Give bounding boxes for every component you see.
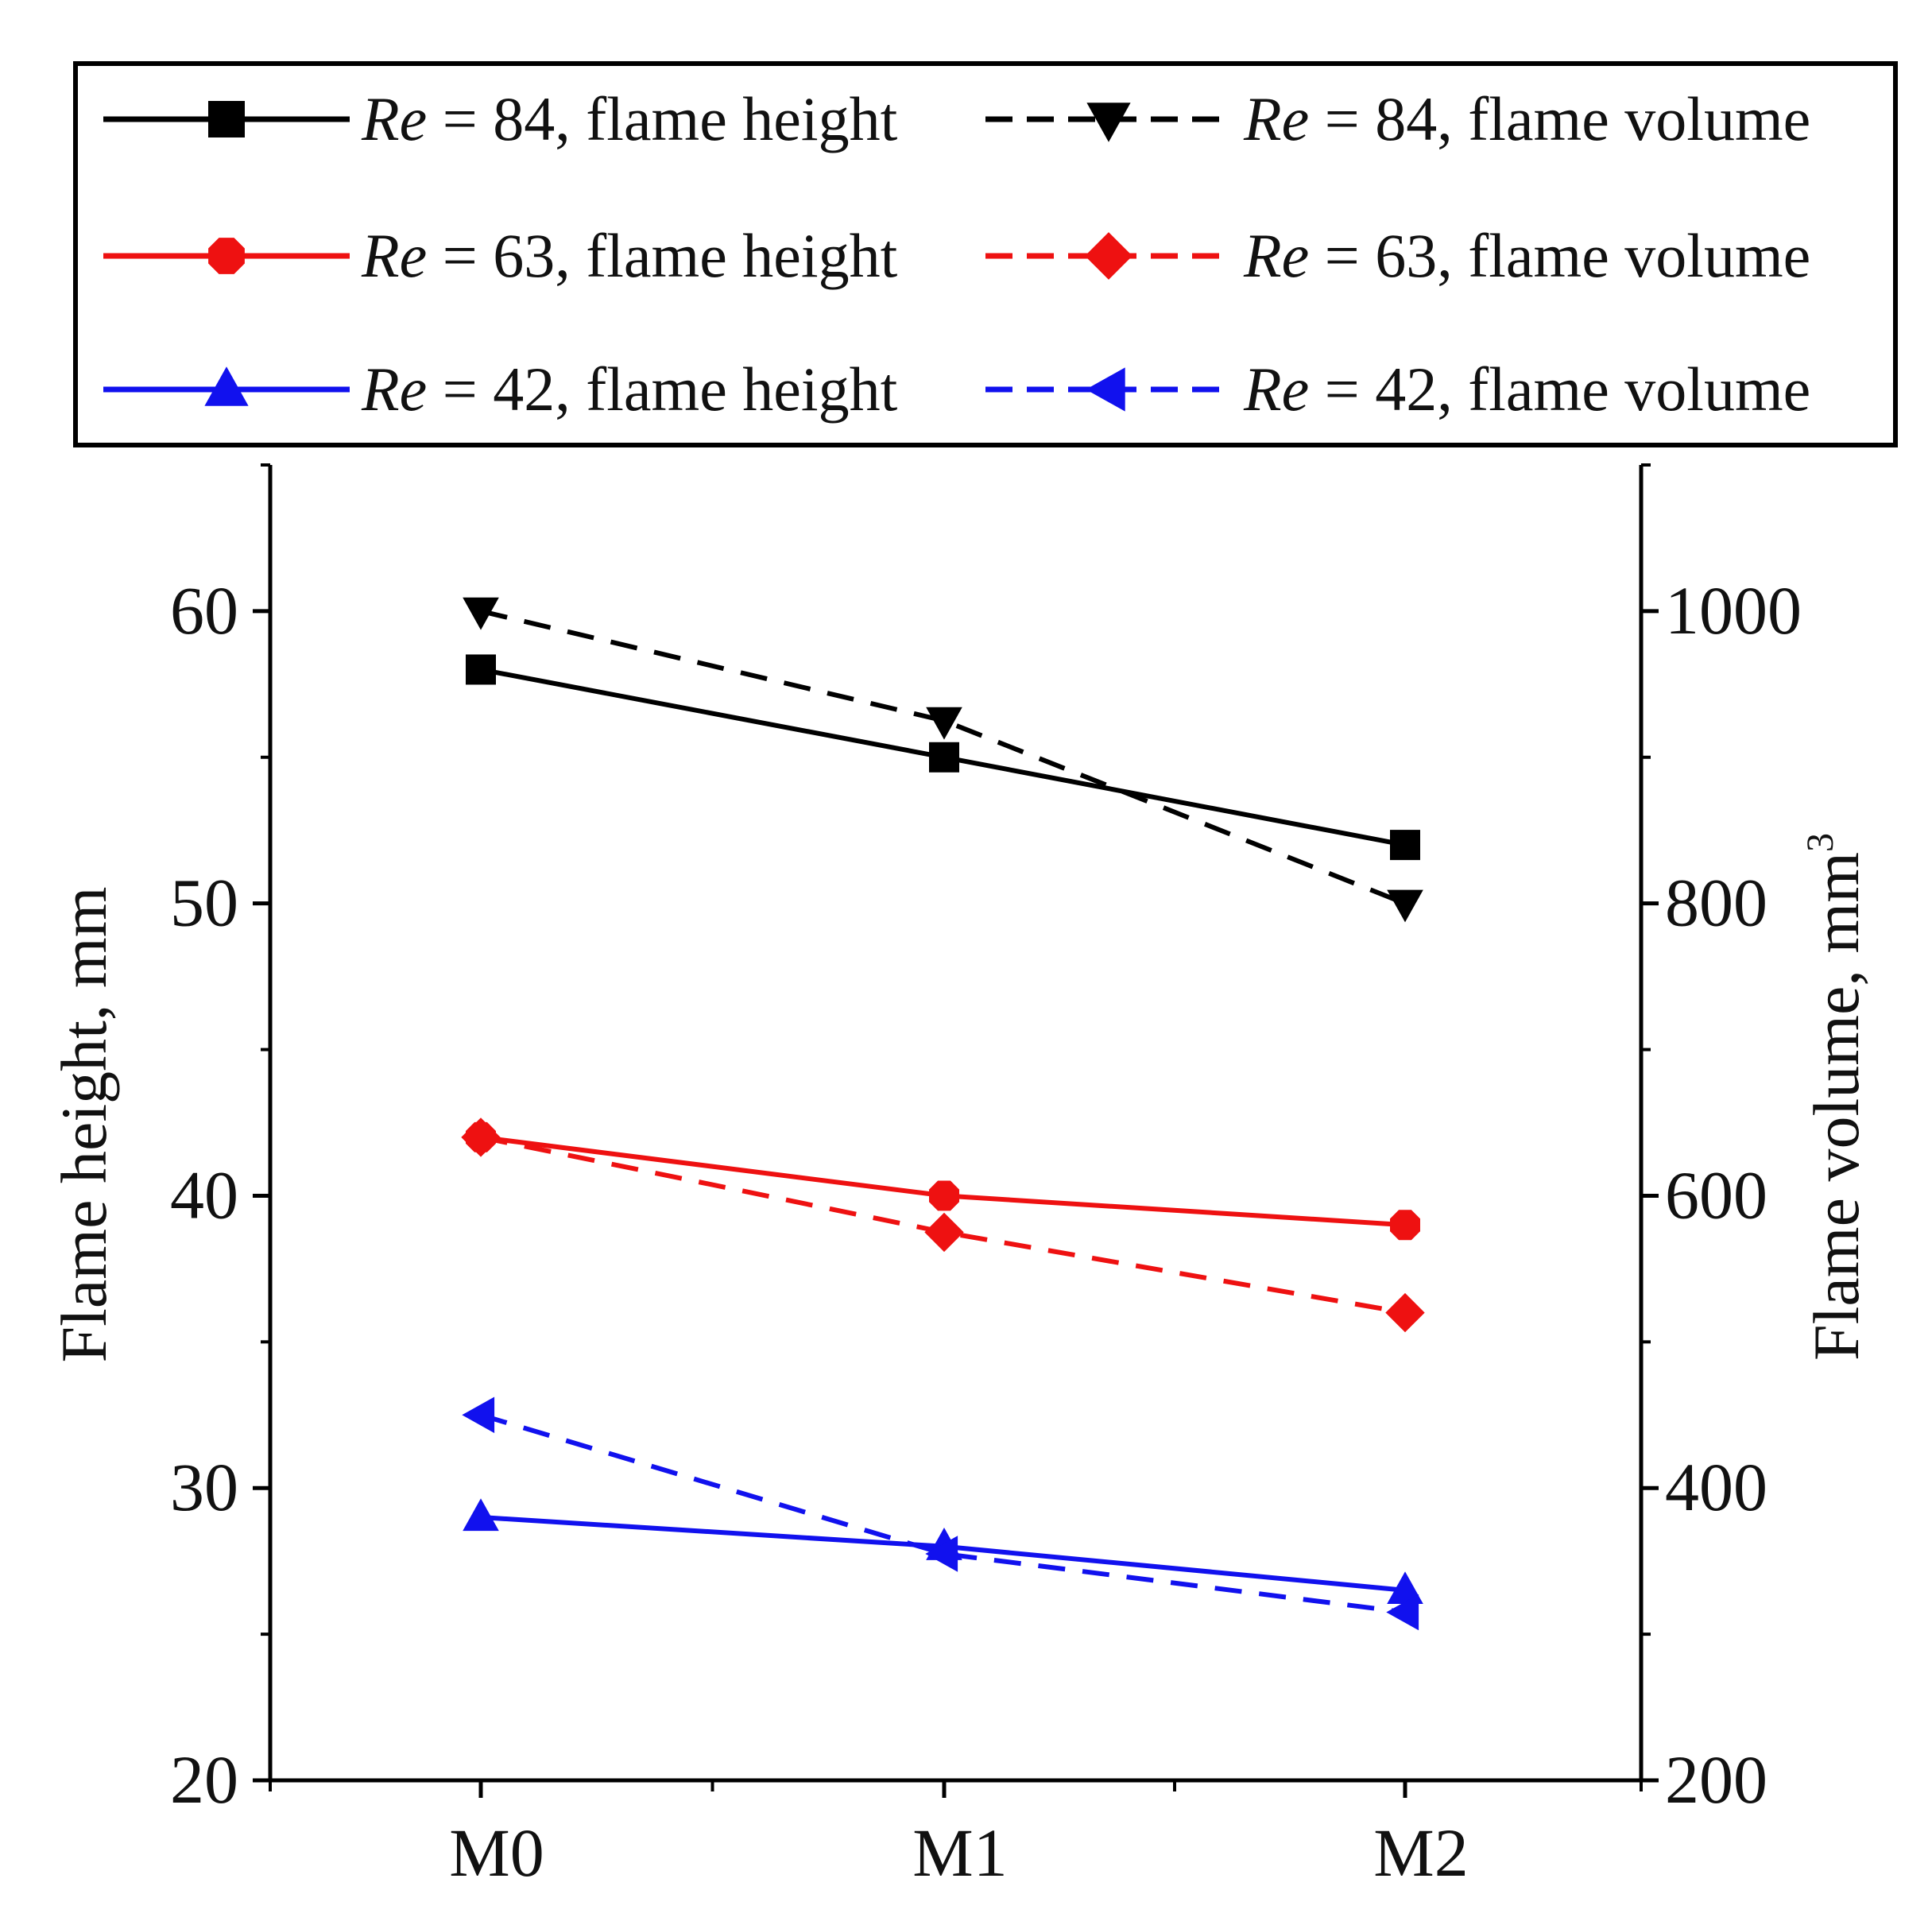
right-axis-title-main: Flame volume, mm [1800, 852, 1872, 1361]
series-2-point-M2 [1387, 889, 1423, 923]
series-2-point-M0 [463, 597, 499, 630]
series-3-point-M1 [929, 1180, 959, 1211]
legend-label-re-symbol: Re [1243, 84, 1309, 153]
legend-label-rest: = 42, flame height [427, 354, 897, 424]
legend-label-6: Re = 42, flame volume [1243, 354, 1810, 424]
legend-label-re-symbol: Re [361, 354, 427, 424]
legend-label-2: Re = 84, flame volume [1243, 84, 1810, 153]
legend-label-rest: = 84, flame volume [1309, 84, 1810, 153]
series-6-point-M2 [1386, 1594, 1419, 1631]
series-1-point-M0 [466, 654, 496, 685]
legend-marker-1 [208, 101, 245, 138]
legend-label-re-symbol: Re [361, 84, 427, 153]
series-4-point-M1 [924, 1212, 964, 1253]
right-axis-tick-label: 200 [1665, 1741, 1767, 1818]
legend-label-rest: = 63, flame volume [1309, 221, 1810, 290]
left-axis-title: Flame height, mm [48, 887, 120, 1363]
legend-label-5: Re = 42, flame height [361, 354, 898, 424]
left-axis-tick-label: 60 [170, 572, 238, 649]
series-1-point-M1 [929, 742, 959, 773]
left-axis-tick-label: 30 [170, 1449, 238, 1525]
legend-label-re-symbol: Re [361, 221, 427, 290]
legend: Re = 84, flame height Re = 84, flame volu… [73, 61, 1898, 447]
legend-marker-5 [204, 366, 249, 406]
legend-marker-6 [1086, 367, 1125, 412]
right-axis-tick-label: 800 [1665, 865, 1767, 941]
left-axis-tick-label: 50 [170, 865, 238, 941]
series-3-point-M2 [1390, 1210, 1420, 1241]
right-axis-tick-label: 600 [1665, 1156, 1767, 1233]
legend-marker-2 [1086, 103, 1131, 142]
series-5-point-M2 [1387, 1571, 1423, 1604]
right-axis-title: Flame volume, mm3 [1799, 833, 1872, 1361]
legend-marker-4 [1085, 232, 1132, 280]
legend-marker-3 [208, 238, 245, 274]
left-axis-tick-label: 20 [170, 1741, 238, 1818]
series-2-point-M1 [926, 707, 962, 740]
legend-label-4: Re = 63, flame volume [1243, 221, 1810, 290]
series-6-point-M0 [462, 1396, 495, 1434]
right-axis-tick-label: 1000 [1665, 572, 1802, 649]
series-6-point-M1 [925, 1536, 958, 1572]
legend-label-rest: = 63, flame height [427, 221, 897, 290]
legend-label-re-symbol: Re [1243, 221, 1309, 290]
series-5-point-M0 [463, 1498, 499, 1532]
legend-label-re-symbol: Re [1243, 354, 1309, 424]
legend-label-1: Re = 84, flame height [361, 84, 898, 153]
series-line-4 [480, 1134, 1406, 1315]
series-line-6 [480, 1412, 1406, 1615]
series-4-point-M0 [461, 1117, 501, 1157]
right-axis-title-superscript: 3 [1799, 833, 1841, 852]
x-axis-tick-label: M0 [449, 1815, 544, 1891]
right-axis-tick-label: 400 [1665, 1449, 1767, 1525]
legend-items: Re = 84, flame height Re = 84, flame volu… [103, 84, 1810, 424]
series-line-2 [480, 608, 1407, 906]
legend-label-rest: = 42, flame volume [1309, 354, 1810, 424]
plot-axes: 20 30 40 50 60 200 400 600 800 1000 M0 M1 M2 [170, 463, 1802, 1891]
series-4-point-M2 [1385, 1292, 1425, 1333]
series-1-point-M2 [1390, 830, 1420, 861]
legend-label-rest: = 84, flame height [427, 84, 897, 153]
legend-label-3: Re = 63, flame height [361, 221, 898, 290]
x-axis-tick-label: M2 [1373, 1815, 1468, 1891]
x-axis-tick-label: M1 [912, 1815, 1007, 1891]
series-layer [461, 597, 1425, 1631]
left-axis-tick-label: 40 [170, 1156, 238, 1233]
axis-ticks: 20 30 40 50 60 200 400 600 800 1000 M0 M1 M2 [170, 463, 1802, 1891]
